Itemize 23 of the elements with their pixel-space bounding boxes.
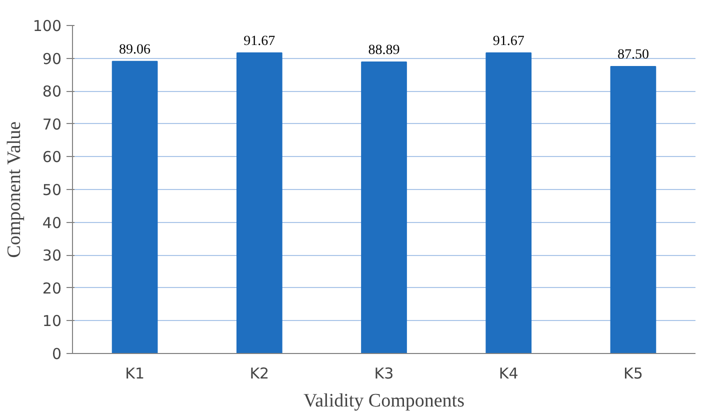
y-tick-label: 30 — [42, 246, 62, 265]
x-tick-label: K1 — [125, 364, 144, 382]
data-label: 88.89 — [368, 42, 400, 58]
y-tick-label: 100 — [32, 17, 62, 35]
x-tick-label: K4 — [498, 364, 518, 382]
data-label: 89.06 — [119, 42, 151, 58]
x-tick-label: K2 — [250, 364, 270, 382]
data-label: 91.67 — [492, 34, 524, 49]
y-tick-label: 60 — [42, 148, 62, 166]
y-tick-label: 80 — [42, 82, 62, 101]
data-label: 87.50 — [617, 48, 649, 62]
y-tick-label: 50 — [42, 181, 62, 199]
x-tick-label: K5 — [624, 364, 643, 382]
y-tick-label: 90 — [42, 50, 62, 68]
y-tick-label: 10 — [42, 312, 62, 330]
data-label: 91.67 — [244, 34, 276, 49]
y-tick-label: 40 — [42, 214, 62, 232]
x-tick-label: K3 — [374, 364, 394, 382]
x-axis-title: Validity Components — [304, 390, 464, 412]
y-axis-title: Component Value — [4, 121, 25, 258]
y-tick-label: 20 — [42, 279, 62, 298]
y-tick-label: 70 — [42, 115, 62, 134]
y-tick-label: 0 — [52, 345, 62, 363]
